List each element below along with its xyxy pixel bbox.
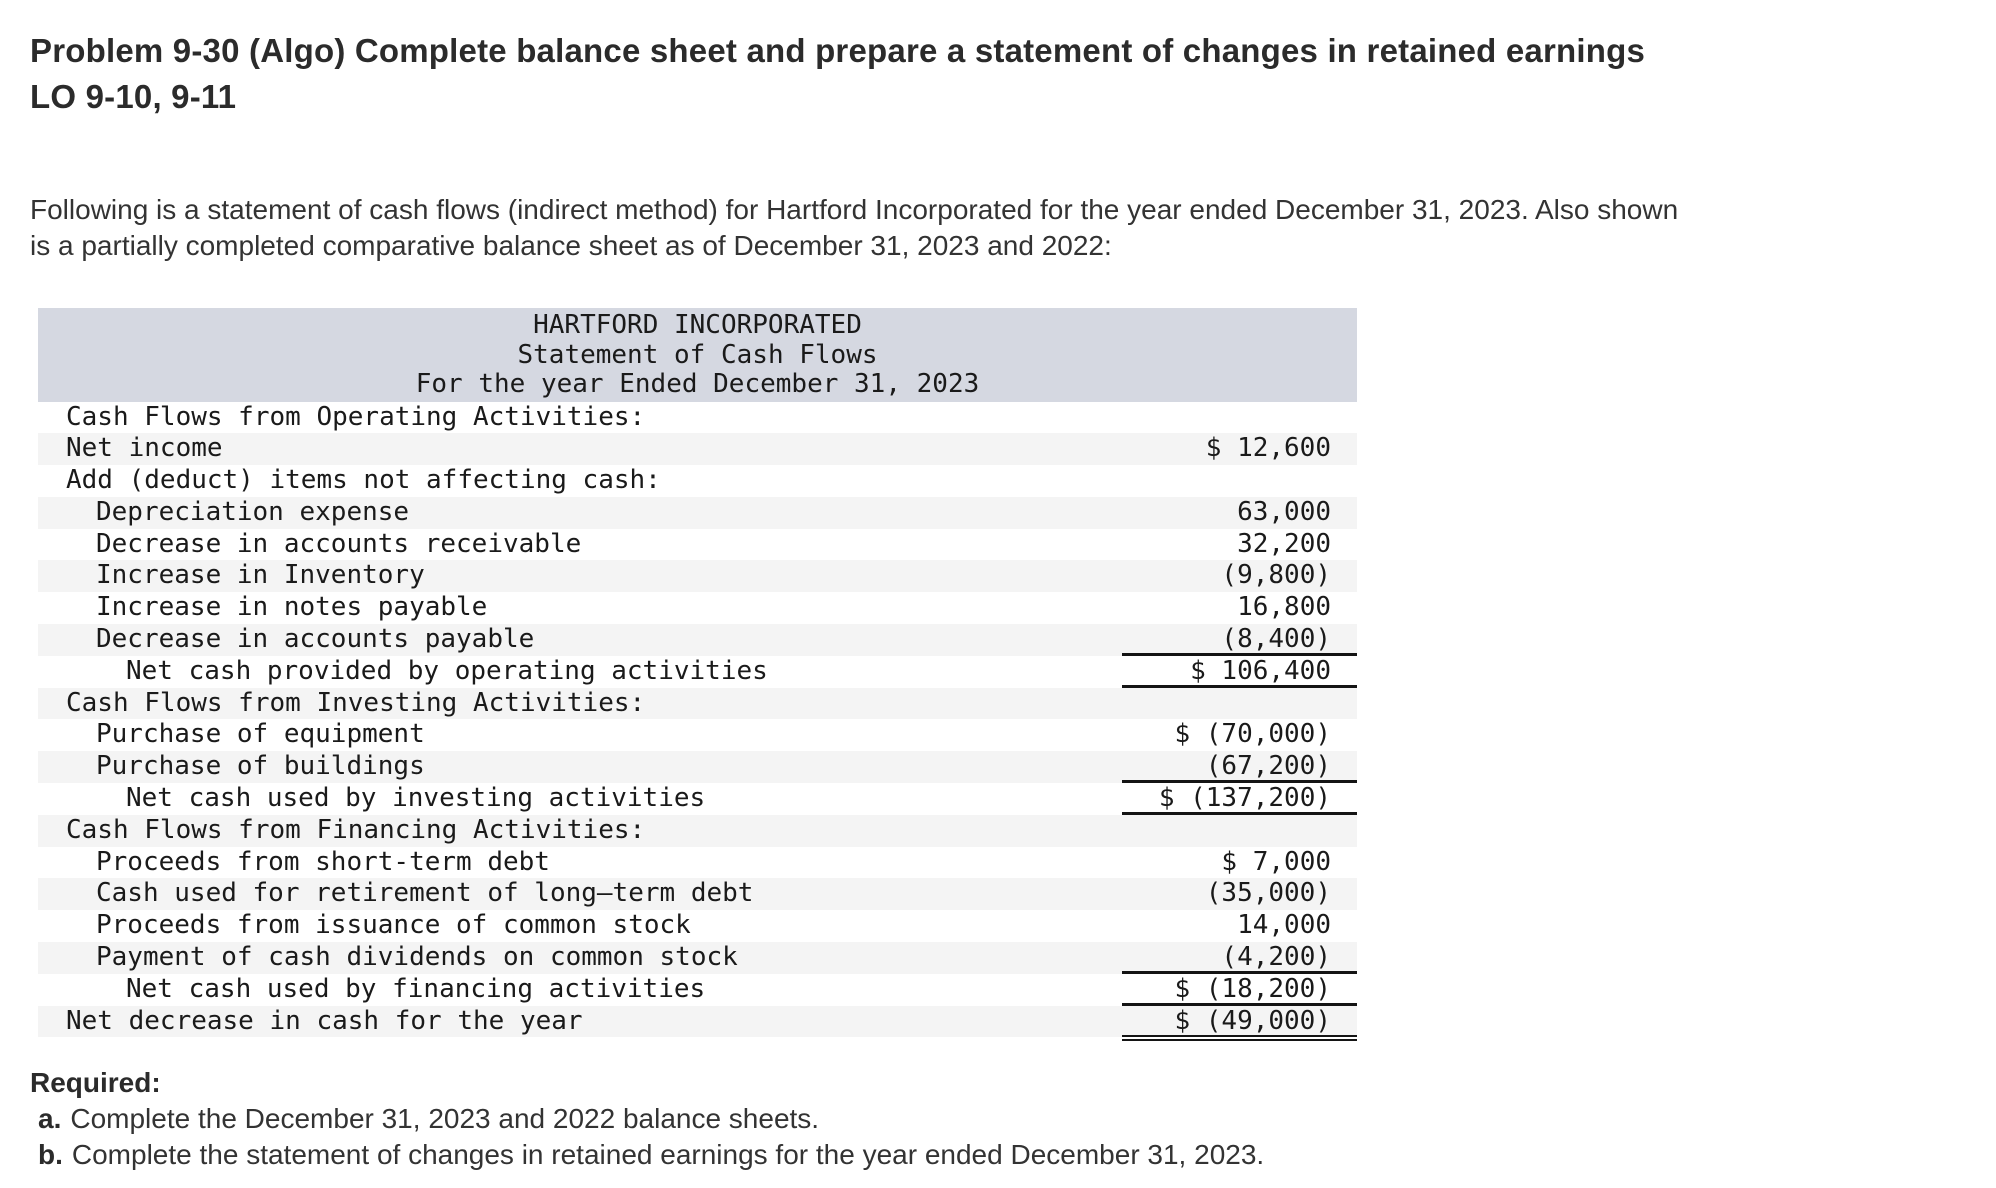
row-label: Decrease in accounts receivable bbox=[96, 528, 582, 559]
row-amount: (8,400) bbox=[1122, 624, 1357, 656]
row-amount bbox=[1122, 402, 1357, 434]
row-label: Proceeds from issuance of common stock bbox=[96, 910, 691, 941]
row-label: Add (deduct) items not affecting cash: bbox=[66, 465, 661, 496]
required-item-b: b. Complete the statement of changes in r… bbox=[30, 1137, 1966, 1173]
table-row: Payment of cash dividends on common stoc… bbox=[38, 942, 1357, 974]
row-amount: 14,000 bbox=[1237, 910, 1331, 941]
row-amount: $ 106,400 bbox=[1122, 656, 1357, 688]
row-amount: $ 7,000 bbox=[1221, 846, 1331, 877]
row-label: Purchase of buildings bbox=[96, 751, 425, 782]
row-amount: $ (70,000) bbox=[1174, 719, 1331, 750]
required-item-b-prefix: b. bbox=[38, 1139, 63, 1171]
statement-company-name: HARTFORD INCORPORATED bbox=[533, 310, 862, 340]
row-label: Payment of cash dividends on common stoc… bbox=[96, 942, 738, 973]
cash-flow-rows: Cash Flows from Operating Activities: Ne… bbox=[38, 402, 1357, 1042]
row-amount bbox=[1122, 815, 1357, 847]
table-row: Net decrease in cash for the year $ (49,… bbox=[38, 1005, 1357, 1042]
row-label: Purchase of equipment bbox=[96, 719, 425, 750]
required-item-a: a. Complete the December 31, 2023 and 202… bbox=[30, 1101, 1966, 1137]
row-label: Cash Flows from Operating Activities: bbox=[66, 401, 646, 432]
row-label: Increase in notes payable bbox=[96, 592, 488, 623]
table-row: Decrease in accounts receivable 32,200 bbox=[38, 529, 1357, 561]
table-row: Decrease in accounts payable (8,400) bbox=[38, 624, 1357, 656]
required-item-b-text: Complete the statement of changes in ret… bbox=[71, 1139, 1265, 1171]
row-label: Net income bbox=[66, 433, 223, 464]
row-amount: (4,200) bbox=[1122, 942, 1357, 974]
required-heading: Required: bbox=[30, 1067, 161, 1099]
row-label: Increase in Inventory bbox=[96, 560, 425, 591]
table-row: Net income $ 12,600 bbox=[38, 433, 1357, 466]
table-row: Proceeds from short-term debt $ 7,000 bbox=[38, 847, 1357, 879]
row-label: Cash used for retirement of long–term de… bbox=[96, 878, 754, 909]
table-row: Net cash used by investing activities $ … bbox=[38, 783, 1357, 815]
row-label: Net cash used by financing activities bbox=[126, 973, 706, 1004]
table-row: Add (deduct) items not affecting cash: bbox=[38, 465, 1357, 497]
row-amount: (35,000) bbox=[1205, 878, 1331, 909]
table-row: Depreciation expense 63,000 bbox=[38, 496, 1357, 529]
row-label: Net decrease in cash for the year bbox=[66, 1005, 583, 1036]
table-row: Cash used for retirement of long–term de… bbox=[38, 878, 1357, 911]
table-row: Purchase of buildings (67,200) bbox=[38, 751, 1357, 784]
row-label: Net cash used by investing activities bbox=[126, 783, 706, 814]
problem-title: Problem 9-30 (Algo) Complete balance she… bbox=[30, 32, 1646, 115]
row-label: Cash Flows from Investing Activities: bbox=[66, 687, 646, 718]
table-row: Cash Flows from Investing Activities: bbox=[38, 687, 1357, 720]
table-row: Cash Flows from Financing Activities: bbox=[38, 814, 1357, 847]
row-label: Proceeds from short-term debt bbox=[96, 846, 550, 877]
problem-intro: Following is a statement of cash flows (… bbox=[30, 194, 1679, 261]
row-label: Depreciation expense bbox=[96, 496, 410, 527]
row-amount: $ (49,000) bbox=[1122, 1006, 1357, 1042]
row-amount: $ (18,200) bbox=[1122, 974, 1357, 1006]
statement-header: HARTFORD INCORPORATED Statement of Cash … bbox=[38, 308, 1357, 402]
row-amount bbox=[1122, 688, 1357, 720]
row-amount: 32,200 bbox=[1237, 528, 1331, 559]
row-amount: (67,200) bbox=[1122, 751, 1357, 784]
row-amount: $ 12,600 bbox=[1205, 433, 1331, 464]
row-amount: 63,000 bbox=[1237, 496, 1331, 527]
cash-flow-statement: HARTFORD INCORPORATED Statement of Cash … bbox=[38, 308, 1357, 1042]
table-row: Purchase of equipment $ (70,000) bbox=[38, 719, 1357, 751]
table-row: Net cash provided by operating activitie… bbox=[38, 656, 1357, 688]
required-item-a-text: Complete the December 31, 2023 and 2022 … bbox=[70, 1103, 820, 1135]
table-row: Increase in Inventory (9,800) bbox=[38, 560, 1357, 593]
table-row: Cash Flows from Operating Activities: bbox=[38, 402, 1357, 434]
row-amount: $ (137,200) bbox=[1122, 783, 1357, 815]
row-amount: 16,800 bbox=[1237, 592, 1331, 623]
table-row: Net cash used by financing activities $ … bbox=[38, 974, 1357, 1006]
row-label: Cash Flows from Financing Activities: bbox=[66, 814, 646, 845]
required-section: Required: a. Complete the December 31, 20… bbox=[30, 1065, 1966, 1173]
row-amount: (9,800) bbox=[1221, 560, 1331, 591]
required-item-a-prefix: a. bbox=[38, 1103, 62, 1135]
row-amount bbox=[1122, 465, 1357, 497]
row-label: Decrease in accounts payable bbox=[96, 624, 535, 655]
statement-title: Statement of Cash Flows bbox=[517, 339, 878, 370]
row-label: Net cash provided by operating activitie… bbox=[126, 655, 768, 686]
statement-period: For the year Ended December 31, 2023 bbox=[415, 369, 980, 399]
table-row: Increase in notes payable 16,800 bbox=[38, 592, 1357, 624]
table-row: Proceeds from issuance of common stock 1… bbox=[38, 910, 1357, 942]
